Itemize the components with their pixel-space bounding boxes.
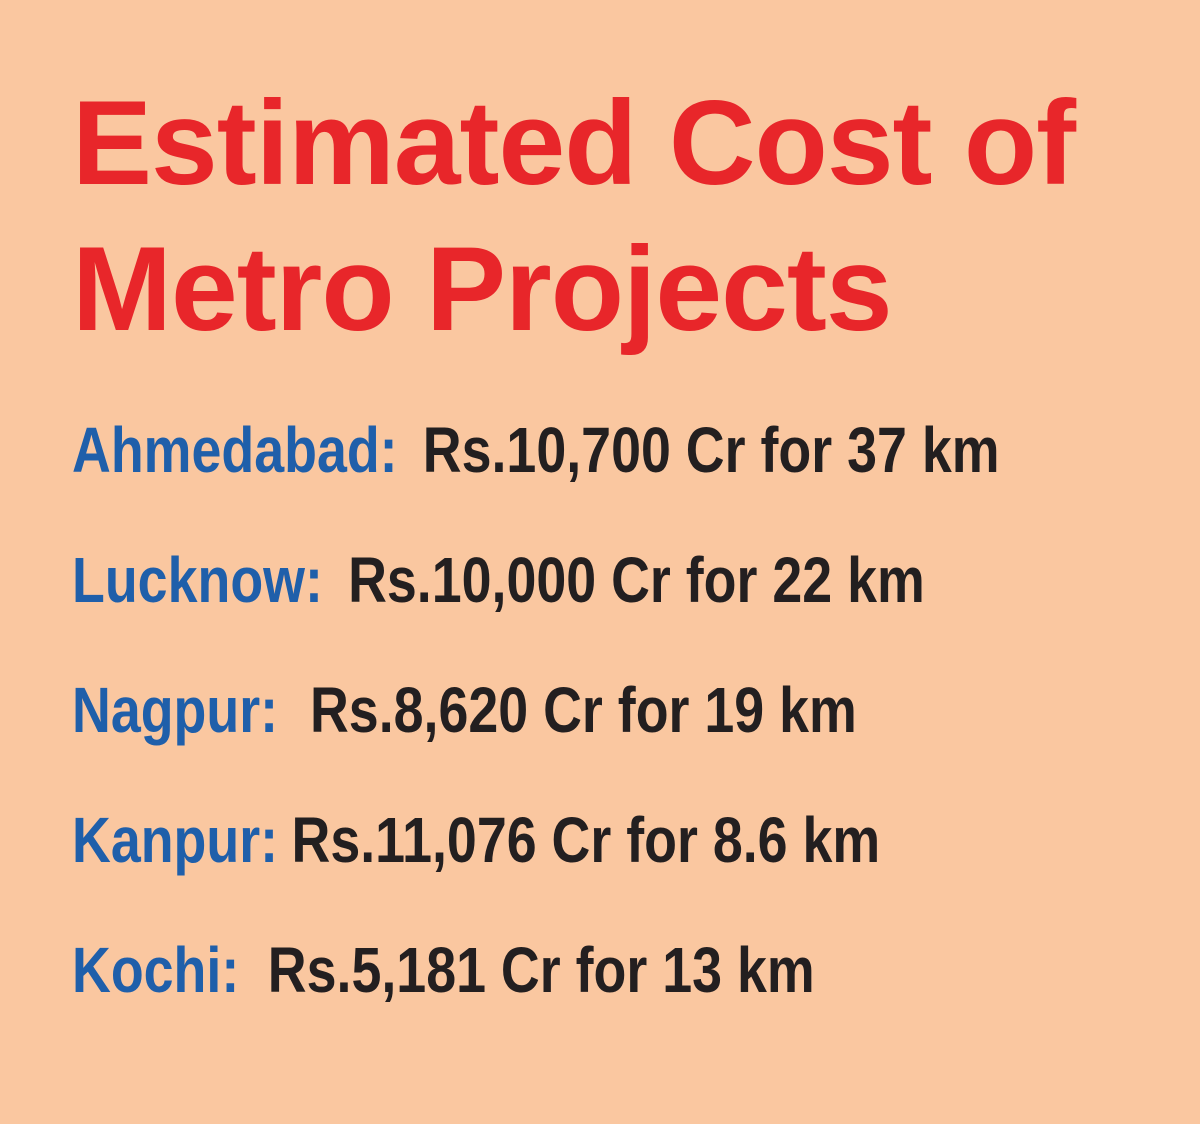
project-row-kochi: Kochi: Rs.5,181 Cr for 13 km: [72, 920, 1004, 1050]
city-label: Ahmedabad:: [72, 414, 398, 486]
city-label: Kanpur:: [72, 804, 279, 876]
cost-value: Rs.10,700 Cr for 37 km: [422, 414, 1000, 486]
project-row-nagpur: Nagpur: Rs.8,620 Cr for 19 km: [72, 660, 1004, 790]
cost-value: Rs.5,181 Cr for 13 km: [267, 934, 815, 1006]
cost-value: Rs.11,076 Cr for 8.6 km: [291, 804, 881, 876]
city-label: Nagpur:: [72, 674, 279, 746]
project-row-ahmedabad: Ahmedabad: Rs.10,700 Cr for 37 km: [72, 400, 1004, 530]
project-row-lucknow: Lucknow: Rs.10,000 Cr for 22 km: [72, 530, 1004, 660]
page-title: Estimated Cost of Metro Projects: [72, 70, 1076, 362]
city-label: Lucknow:: [72, 544, 323, 616]
title-line-2: Metro Projects: [72, 222, 893, 356]
cost-value: Rs.8,620 Cr for 19 km: [309, 674, 857, 746]
cost-value: Rs.10,000 Cr for 22 km: [348, 544, 925, 616]
project-list: Ahmedabad: Rs.10,700 Cr for 37 km Lucknow…: [72, 400, 1182, 1050]
title-line-1: Estimated Cost of: [72, 76, 1076, 210]
city-label: Kochi:: [72, 934, 240, 1006]
project-row-kanpur: Kanpur: Rs.11,076 Cr for 8.6 km: [72, 790, 1004, 920]
